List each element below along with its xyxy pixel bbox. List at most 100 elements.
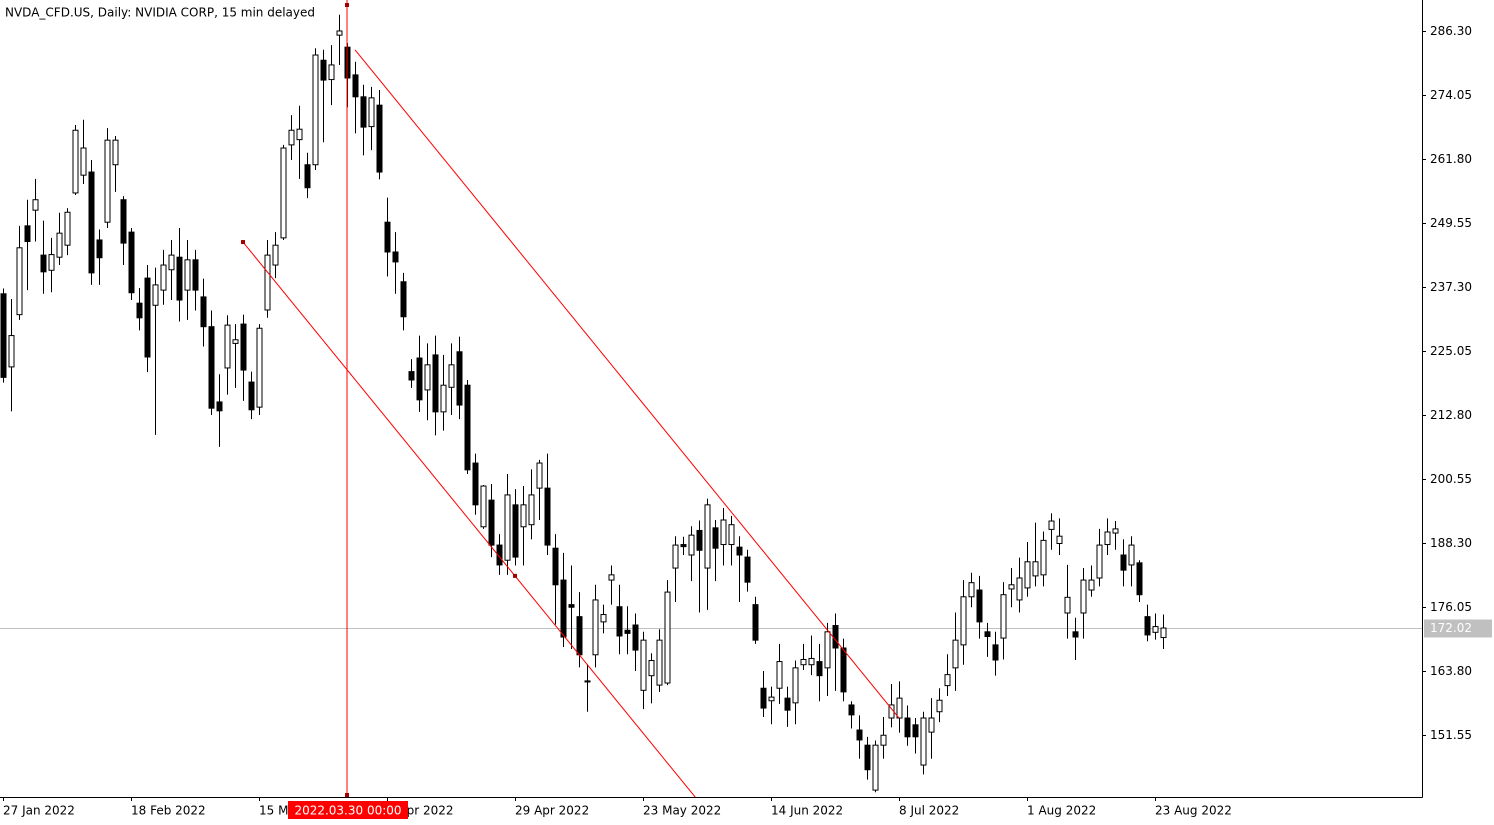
- candle-body: [1032, 561, 1039, 577]
- candle-body: [576, 616, 583, 656]
- candle-body: [568, 604, 575, 608]
- candle-body: [944, 674, 951, 687]
- candle-body: [1144, 616, 1151, 636]
- candle-body: [120, 199, 127, 244]
- candle-body: [552, 547, 559, 586]
- candle-body: [184, 259, 191, 291]
- x-tick-label: 1 Aug 2022: [1027, 804, 1096, 818]
- candle-body: [720, 519, 727, 546]
- vertical-line-anchor: [345, 793, 349, 797]
- candle-body: [8, 335, 15, 368]
- candle-body: [128, 231, 135, 294]
- candle-body: [328, 64, 335, 81]
- candle-body: [488, 499, 495, 546]
- candle-body: [40, 254, 47, 273]
- last-price-label: 172.02: [1430, 621, 1472, 635]
- candle-body: [752, 604, 759, 641]
- candle-body: [992, 644, 999, 661]
- candle-body: [232, 339, 239, 344]
- candle-body: [1072, 631, 1079, 638]
- candle-body: [176, 256, 183, 301]
- x-tick-label: 14 Jun 2022: [771, 804, 843, 818]
- last-price-box: [1424, 619, 1492, 638]
- candle-body: [312, 54, 319, 166]
- candle-body: [608, 574, 615, 581]
- candle-body: [112, 139, 119, 166]
- candle-body: [160, 264, 167, 291]
- vertical-line-label-box: [288, 801, 408, 819]
- candle-body: [920, 717, 927, 766]
- y-tick-label: 163.80: [1430, 664, 1472, 678]
- candle-body: [1048, 520, 1055, 530]
- candle-body: [408, 371, 415, 381]
- candle-body: [280, 147, 287, 239]
- candle-body: [216, 401, 223, 412]
- candle-body: [400, 281, 407, 318]
- candle-body: [808, 657, 815, 666]
- x-tick-label: 23 Aug 2022: [1155, 804, 1232, 818]
- candle-body: [1136, 562, 1143, 596]
- candle-body: [840, 647, 847, 693]
- candle-body: [1080, 579, 1087, 614]
- candle-body: [880, 734, 887, 746]
- candle-body: [88, 171, 95, 274]
- channel-anchor: [513, 573, 517, 578]
- candle-body: [560, 579, 567, 638]
- candle-body: [1152, 626, 1159, 633]
- candle-body: [64, 211, 71, 246]
- candle-body: [96, 239, 103, 259]
- candle-body: [648, 660, 655, 677]
- x-tick-label: 18 Feb 2022: [131, 804, 206, 818]
- candle-body: [520, 504, 527, 528]
- candle-body: [304, 164, 311, 189]
- candle-body: [872, 744, 879, 791]
- candle-body: [528, 494, 535, 526]
- candle-body: [1064, 596, 1071, 614]
- candle-body: [672, 544, 679, 569]
- candle-body: [912, 724, 919, 738]
- candle-body: [440, 384, 447, 413]
- candle-body: [848, 704, 855, 716]
- x-tick-label: 29 Apr 2022: [515, 804, 589, 818]
- candle-body: [320, 59, 327, 81]
- y-tick-label: 188.30: [1430, 536, 1472, 550]
- candle-body: [968, 582, 975, 598]
- candle-body: [360, 96, 367, 128]
- candle-body: [696, 529, 703, 551]
- candle-body: [1000, 594, 1007, 639]
- candle-body: [688, 534, 695, 556]
- candle-body: [16, 247, 23, 316]
- candle-body: [512, 504, 519, 558]
- candle-body: [104, 139, 111, 223]
- candle-body: [136, 302, 143, 319]
- candle-body: [256, 327, 263, 408]
- y-tick-label: 225.05: [1430, 344, 1472, 358]
- chart-title: NVDA_CFD.US, Daily: NVIDIA CORP, 15 min …: [5, 6, 315, 20]
- candle-body: [664, 591, 671, 684]
- candle-body: [712, 527, 719, 549]
- candle-body: [896, 697, 903, 719]
- candle-body: [248, 381, 255, 411]
- candle-body: [744, 556, 751, 583]
- candle-body: [904, 717, 911, 738]
- candle-body: [1024, 561, 1031, 589]
- candle-body: [760, 687, 767, 709]
- vertical-line-anchor: [345, 3, 349, 7]
- y-tick-label: 286.30: [1430, 24, 1472, 38]
- candle-body: [776, 661, 783, 689]
- candle-body: [424, 364, 431, 391]
- candle-body: [768, 696, 775, 702]
- candle-body: [536, 462, 543, 489]
- candle-body: [960, 596, 967, 646]
- candle-body: [272, 244, 279, 266]
- channel-anchor: [241, 240, 245, 245]
- y-tick-label: 176.05: [1430, 600, 1472, 614]
- candle-body: [480, 485, 487, 528]
- candle-body: [632, 624, 639, 651]
- candle-body: [208, 326, 215, 409]
- candle-body: [616, 606, 623, 637]
- candle-body: [224, 324, 231, 369]
- candle-body: [728, 524, 735, 546]
- x-tick-label: 27 Jan 2022: [3, 804, 75, 818]
- candle-body: [928, 717, 935, 733]
